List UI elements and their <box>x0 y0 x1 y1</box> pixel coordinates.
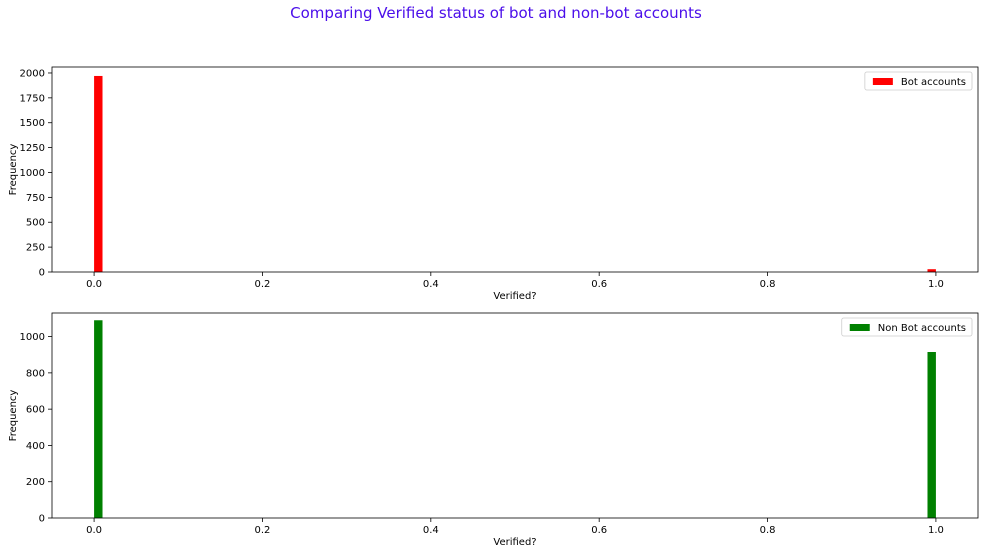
panel-2-bar-1 <box>94 320 103 518</box>
panel-1-ytick-label: 1750 <box>20 93 45 104</box>
panel-1-ytick-label: 250 <box>26 243 45 254</box>
panel-1-bar-1 <box>94 75 103 273</box>
panel-2-xlabel: Verified? <box>493 537 536 548</box>
panel-1-xtick-label: 0.2 <box>255 279 271 290</box>
panel-2-legend-swatch <box>849 324 870 331</box>
panel-1-bar-2 <box>927 269 936 272</box>
panel-2-ytick-label: 800 <box>26 368 45 379</box>
panel-2-legend-box <box>841 317 973 337</box>
panel-2-legend-label: Non Bot accounts <box>878 323 966 334</box>
panel-1-xtick-label: 1.0 <box>928 279 944 290</box>
panel-1-ylabel: Frequency <box>8 144 19 196</box>
panel-1-xtick-label: 0.4 <box>423 279 439 290</box>
panel-1-ytick-label: 1000 <box>20 168 45 179</box>
panel-2-ytick-label: 200 <box>26 477 45 488</box>
panel-2-xtick-label: 0.4 <box>423 525 439 536</box>
panel-1-xlabel: Verified? <box>493 291 536 302</box>
panel-2: 0.0 0.2 0.4 0.6 0.8 1.0 0 200 400 600 800 1000 Verif… <box>8 312 979 548</box>
panel-1-legend-box <box>864 71 973 91</box>
panel-1-xtick-label: 0.6 <box>591 279 607 290</box>
panel-2-ytick-label: 600 <box>26 405 45 416</box>
panel-2-xtick-label: 0.8 <box>760 525 776 536</box>
panel-1-ytick-label: 0 <box>39 268 45 279</box>
panel-1-frame <box>51 66 979 273</box>
panel-1-ytick-label: 2000 <box>20 68 45 79</box>
panel-2-xtick-label: 1.0 <box>928 525 944 536</box>
figure-title: Comparing Verified status of bot and non… <box>290 4 702 22</box>
panel-2-frame <box>51 312 979 519</box>
panel-2-bar-2 <box>927 352 936 518</box>
panel-1-xtick-label: 0.8 <box>760 279 776 290</box>
panel-1-xtick-label: 0.0 <box>86 279 102 290</box>
panel-1-ytick-label: 750 <box>26 193 45 204</box>
panel-2-ytick-label: 400 <box>26 441 45 452</box>
panel-1-ytick-label: 1500 <box>20 118 45 129</box>
panel-2-xtick-label: 0.6 <box>591 525 607 536</box>
panel-2-xtick-label: 0.2 <box>255 525 271 536</box>
panel-1-ytick-label: 500 <box>26 218 45 229</box>
panel-1-legend-label: Bot accounts <box>901 77 966 88</box>
panel-1: 0.0 0.2 0.4 0.6 0.8 1.0 0 250 500 750 1000 1250 1500… <box>8 66 979 302</box>
panel-1-ytick-label: 1250 <box>20 143 45 154</box>
panel-1-legend-swatch <box>872 78 893 85</box>
panel-2-ytick-label: 0 <box>39 514 45 525</box>
panel-2-xtick-label: 0.0 <box>86 525 102 536</box>
panel-2-ylabel: Frequency <box>8 390 19 442</box>
panel-2-ytick-label: 1000 <box>20 332 45 343</box>
